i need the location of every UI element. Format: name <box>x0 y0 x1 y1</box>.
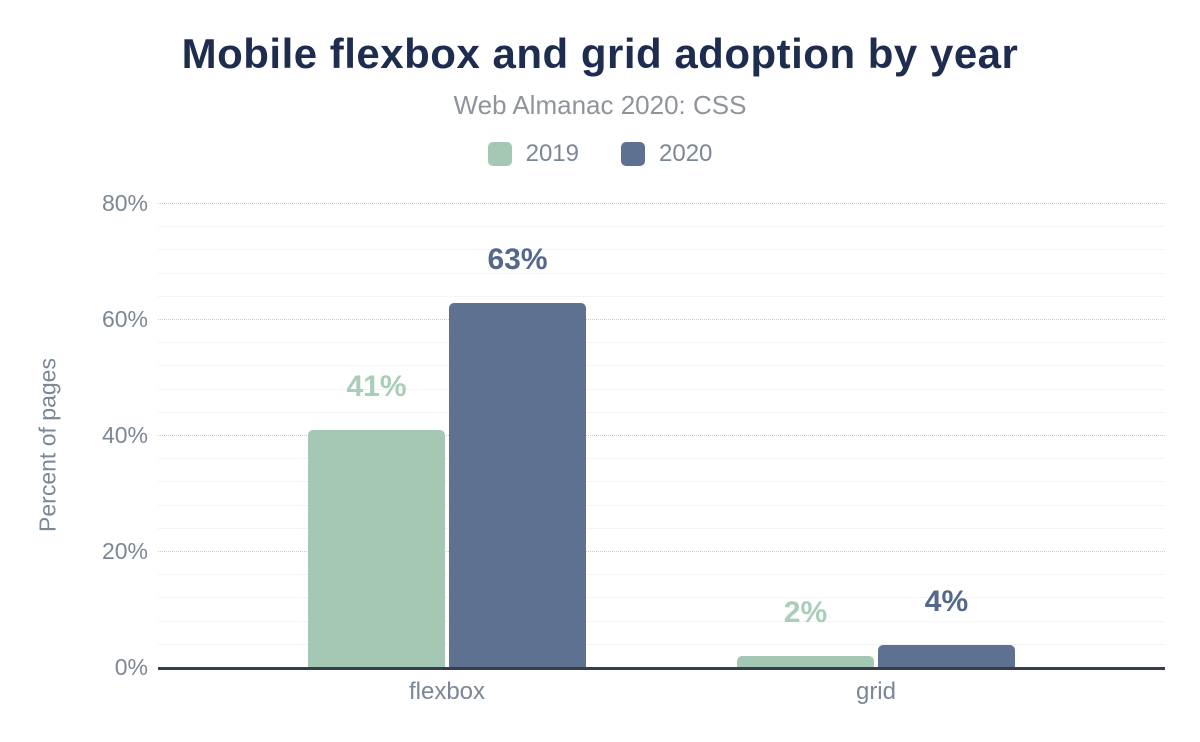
minor-gridline <box>158 295 1165 297</box>
legend-item-2019: 2019 <box>487 140 579 168</box>
y-tick-20%: 20% <box>101 538 148 564</box>
minor-gridline <box>158 458 1165 460</box>
bar-value-label-flexbox-2019: 41% <box>346 370 407 404</box>
minor-gridline <box>158 365 1165 367</box>
minor-gridline <box>158 249 1165 251</box>
plot-area: 41% 63% 2% 4% <box>158 192 1165 670</box>
bar-grid-2019 <box>736 656 874 668</box>
legend-swatch-2019-icon <box>487 142 512 166</box>
y-tick-80%: 80% <box>101 190 148 216</box>
legend-label-2020: 2020 <box>659 140 713 167</box>
y-tick-0%: 0% <box>114 654 148 680</box>
chart-subtitle: Web Almanac 2020: CSS <box>453 90 747 120</box>
bar-flexbox-2019 <box>308 430 445 668</box>
x-category-label-flexbox: flexbox <box>408 678 486 705</box>
bar-value-label-grid-2020: 4% <box>924 584 969 618</box>
x-axis-line <box>158 667 1165 670</box>
major-gridline <box>158 319 1165 320</box>
minor-gridline <box>158 342 1165 344</box>
x-category-label-grid: grid <box>855 678 896 705</box>
y-tick-40%: 40% <box>101 422 148 448</box>
legend-item-2020: 2020 <box>621 140 712 168</box>
bar-grid-2020 <box>877 644 1015 668</box>
chart-title: Mobile flexbox and grid adoption by year <box>181 30 1019 77</box>
major-gridline <box>158 203 1165 204</box>
bar-value-label-flexbox-2020: 63% <box>487 242 548 276</box>
minor-gridline <box>158 388 1165 390</box>
minor-gridline <box>158 272 1165 274</box>
y-tick-60%: 60% <box>101 306 148 332</box>
minor-gridline <box>158 574 1165 576</box>
legend-swatch-2020-icon <box>621 142 645 166</box>
minor-gridline <box>158 226 1165 228</box>
minor-gridline <box>158 481 1165 483</box>
minor-gridline <box>158 504 1165 506</box>
minor-gridline <box>158 527 1165 529</box>
minor-gridline <box>158 597 1165 599</box>
major-gridline <box>158 435 1165 436</box>
legend-label-2019: 2019 <box>525 140 579 167</box>
legend: 2019 2020 <box>0 140 1200 168</box>
minor-gridline <box>158 620 1165 622</box>
minor-gridline <box>158 643 1165 645</box>
minor-gridline <box>158 411 1165 413</box>
major-gridline <box>158 551 1165 552</box>
bar-flexbox-2020 <box>449 302 586 668</box>
bar-value-label-grid-2019: 2% <box>783 596 828 630</box>
